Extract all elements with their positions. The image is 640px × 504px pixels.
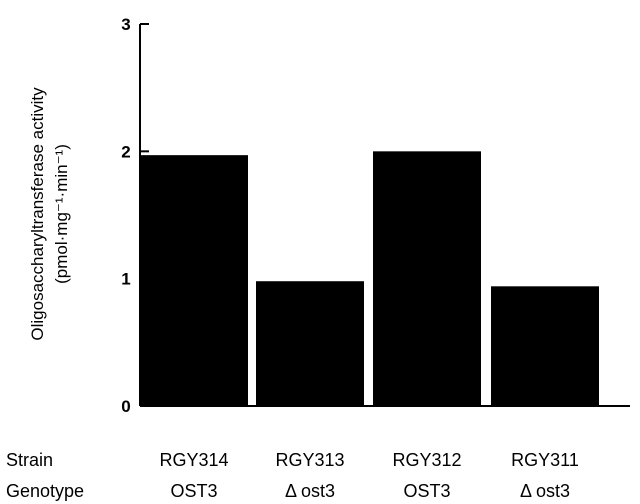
x-tick-label: RGY311 [511, 450, 579, 470]
y-axis-title: Oligosaccharyltransferase activity [28, 87, 47, 341]
y-tick-label: 3 [121, 15, 130, 34]
x-tick-label: RGY313 [275, 450, 344, 470]
category-row-label: Genotype [6, 481, 84, 501]
y-tick-label: 2 [121, 142, 130, 161]
category-rows: Strain RGY314 RGY313 RGY312 RGY311 Genotype OS… [6, 450, 579, 501]
category-row-label: Strain [6, 450, 53, 470]
x-tick-label: OST3 [170, 481, 217, 501]
bar [140, 155, 248, 406]
x-tick-label: OST3 [403, 481, 450, 501]
y-tick-label: 0 [121, 397, 130, 416]
x-tick-label: RGY314 [159, 450, 228, 470]
x-tick-label: RGY312 [392, 450, 461, 470]
y-axis-label: Oligosaccharyltransferase activity (pmol… [28, 87, 71, 341]
bar [256, 281, 364, 406]
bar [373, 151, 481, 406]
x-tick-label: Δ ost3 [520, 481, 570, 501]
y-tick-label: 1 [121, 270, 130, 289]
bars [140, 151, 599, 406]
bar [491, 286, 599, 406]
y-axis-units: (pmol·mg⁻¹·min⁻¹) [52, 144, 71, 284]
x-tick-label: Δ ost3 [285, 481, 335, 501]
